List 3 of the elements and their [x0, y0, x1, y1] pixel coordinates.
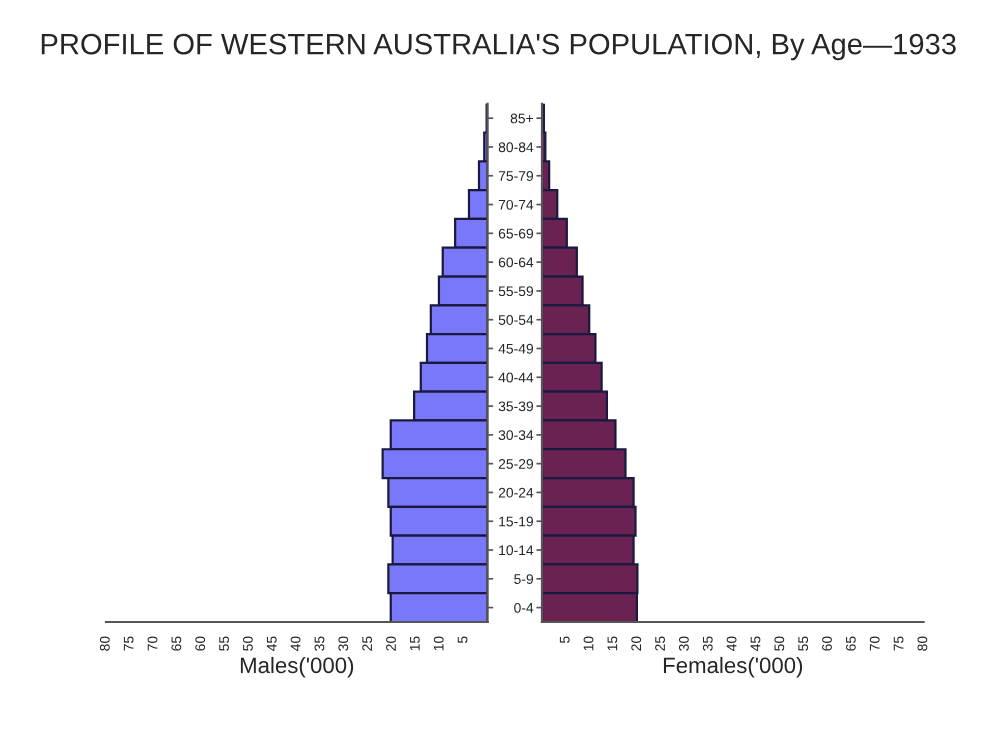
chart-title: PROFILE OF WESTERN AUSTRALIA'S POPULATION, By Age—1933 — [41, 33, 956, 61]
x-axis-title: Males('000) — [240, 656, 354, 678]
x-axis-title: Females('000) — [663, 656, 803, 678]
